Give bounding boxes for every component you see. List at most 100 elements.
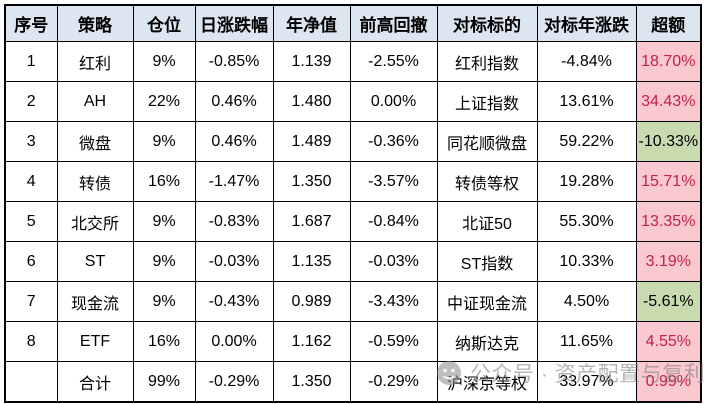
cell-excess: 0.99% (635, 361, 702, 403)
table-row: 7 现金流 9% -0.43% 0.989 -3.43% 中证现金流 4.50% -5.61% (4, 281, 702, 322)
cell-benchmark: 北证50 (436, 201, 538, 242)
cell-drawdown: -0.84% (349, 201, 438, 242)
cell-benchmark: 上证指数 (436, 81, 538, 122)
cell-excess: -5.61% (635, 281, 702, 322)
cell-excess: -10.33% (635, 121, 702, 162)
cell-benchmark-annual-change: 33.97% (536, 361, 637, 403)
cell-drawdown: -0.03% (349, 241, 438, 282)
cell-excess: 3.19% (635, 241, 702, 282)
column-header-benchmark-annual: 对标年涨跌 (536, 4, 637, 42)
table-row: 2 AH 22% 0.46% 1.480 0.00% 上证指数 13.61% 34.43% (4, 81, 702, 122)
cell-benchmark: 中证现金流 (436, 281, 538, 322)
cell-index: 1 (4, 41, 58, 82)
cell-drawdown: -3.57% (349, 161, 438, 202)
cell-index (4, 361, 58, 403)
cell-benchmark-annual-change: 19.28% (536, 161, 637, 202)
table-row: 4 转债 16% -1.47% 1.350 -3.57% 转债等权 19.28% 15.71% (4, 161, 702, 202)
cell-benchmark: 转债等权 (436, 161, 538, 202)
cell-annual-nav: 1.139 (272, 41, 351, 82)
cell-benchmark: 红利指数 (436, 41, 538, 82)
cell-annual-nav: 1.687 (272, 201, 351, 242)
cell-excess: 15.71% (635, 161, 702, 202)
cell-index: 3 (4, 121, 58, 162)
cell-benchmark-annual-change: 13.61% (536, 81, 637, 122)
cell-daily-change: -0.29% (194, 361, 274, 403)
cell-position: 9% (132, 201, 196, 242)
cell-drawdown: -0.59% (349, 321, 438, 362)
column-header-benchmark: 对标标的 (436, 4, 538, 42)
cell-annual-nav: 1.135 (272, 241, 351, 282)
cell-strategy: 红利 (56, 41, 134, 82)
cell-benchmark-annual-change: 11.65% (536, 321, 637, 362)
cell-benchmark-annual-change: -4.84% (536, 41, 637, 82)
cell-position: 9% (132, 41, 196, 82)
cell-daily-change: 0.46% (194, 121, 274, 162)
column-header-daily-change: 日涨跌幅 (194, 4, 274, 42)
cell-excess: 13.35% (635, 201, 702, 242)
cell-excess: 18.70% (635, 41, 702, 82)
cell-index: 6 (4, 241, 58, 282)
cell-strategy: 转债 (56, 161, 134, 202)
cell-excess: 34.43% (635, 81, 702, 122)
column-header-drawdown: 前高回撤 (349, 4, 438, 42)
cell-annual-nav: 1.480 (272, 81, 351, 122)
cell-daily-change: 0.00% (194, 321, 274, 362)
table-row: 6 ST 9% -0.03% 1.135 -0.03% ST指数 10.33% 3.19% (4, 241, 702, 282)
table-row: 5 北交所 9% -0.83% 1.687 -0.84% 北证50 55.30% 13.35% (4, 201, 702, 242)
cell-position: 16% (132, 321, 196, 362)
table-header-row: 序号 策略 仓位 日涨跌幅 年净值 前高回撤 对标标的 对标年涨跌 超额 (4, 4, 702, 42)
cell-position: 9% (132, 281, 196, 322)
table-row: 1 红利 9% -0.85% 1.139 -2.55% 红利指数 -4.84% 18.70% (4, 41, 702, 82)
cell-drawdown: 0.00% (349, 81, 438, 122)
cell-index: 7 (4, 281, 58, 322)
cell-daily-change: -0.43% (194, 281, 274, 322)
column-header-strategy: 策略 (56, 4, 134, 42)
cell-daily-change: -1.47% (194, 161, 274, 202)
cell-annual-nav: 1.350 (272, 161, 351, 202)
cell-annual-nav: 1.162 (272, 321, 351, 362)
cell-drawdown: -3.43% (349, 281, 438, 322)
cell-strategy: 现金流 (56, 281, 134, 322)
cell-excess: 4.55% (635, 321, 702, 362)
cell-drawdown: -0.29% (349, 361, 438, 403)
table-row: 3 微盘 9% 0.46% 1.489 -0.36% 同花顺微盘 59.22% -10.33% (4, 121, 702, 162)
column-header-annual-nav: 年净值 (272, 4, 351, 42)
cell-daily-change: -0.83% (194, 201, 274, 242)
column-header-index: 序号 (4, 4, 58, 42)
cell-position: 99% (132, 361, 196, 403)
cell-index: 2 (4, 81, 58, 122)
cell-benchmark: 同花顺微盘 (436, 121, 538, 162)
cell-benchmark: ST指数 (436, 241, 538, 282)
cell-annual-nav: 1.489 (272, 121, 351, 162)
cell-daily-change: -0.85% (194, 41, 274, 82)
cell-position: 16% (132, 161, 196, 202)
cell-benchmark: 纳斯达克 (436, 321, 538, 362)
column-header-excess: 超额 (635, 4, 702, 42)
cell-benchmark: 沪深京等权 (436, 361, 538, 403)
table-body: 1 红利 9% -0.85% 1.139 -2.55% 红利指数 -4.84% 18.70% 2 A… (4, 41, 702, 403)
strategy-comparison-table: 序号 策略 仓位 日涨跌幅 年净值 前高回撤 对标标的 对标年涨跌 超额 1 红利… (4, 4, 703, 403)
cell-position: 22% (132, 81, 196, 122)
column-header-position: 仓位 (132, 4, 196, 42)
cell-annual-nav: 0.989 (272, 281, 351, 322)
table-row-total: 合计 99% -0.29% 1.350 -0.29% 沪深京等权 33.97% 0.99% (4, 361, 702, 403)
cell-drawdown: -2.55% (349, 41, 438, 82)
cell-daily-change: 0.46% (194, 81, 274, 122)
cell-strategy: ETF (56, 321, 134, 362)
cell-strategy: ST (56, 241, 134, 282)
cell-strategy: AH (56, 81, 134, 122)
cell-index: 4 (4, 161, 58, 202)
cell-index: 5 (4, 201, 58, 242)
cell-strategy: 北交所 (56, 201, 134, 242)
cell-benchmark-annual-change: 59.22% (536, 121, 637, 162)
cell-drawdown: -0.36% (349, 121, 438, 162)
cell-benchmark-annual-change: 55.30% (536, 201, 637, 242)
table-row: 8 ETF 16% 0.00% 1.162 -0.59% 纳斯达克 11.65% 4.55% (4, 321, 702, 362)
cell-benchmark-annual-change: 4.50% (536, 281, 637, 322)
cell-annual-nav: 1.350 (272, 361, 351, 403)
cell-strategy: 微盘 (56, 121, 134, 162)
cell-strategy: 合计 (56, 361, 134, 403)
cell-benchmark-annual-change: 10.33% (536, 241, 637, 282)
cell-position: 9% (132, 241, 196, 282)
